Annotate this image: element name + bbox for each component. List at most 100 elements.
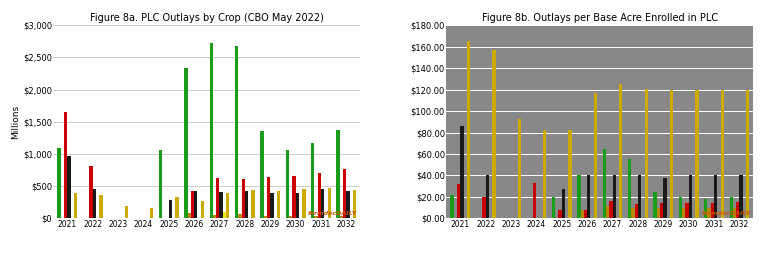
Bar bbox=[613, 176, 616, 218]
Bar bbox=[169, 200, 172, 218]
Bar bbox=[93, 189, 96, 218]
Bar bbox=[619, 84, 622, 218]
Bar bbox=[740, 176, 743, 218]
Bar bbox=[704, 199, 708, 218]
Bar bbox=[482, 197, 486, 218]
Bar bbox=[213, 215, 216, 218]
Bar bbox=[736, 202, 740, 218]
Bar bbox=[302, 189, 305, 218]
Bar bbox=[562, 189, 565, 218]
Bar bbox=[191, 191, 194, 218]
Bar bbox=[711, 203, 714, 218]
Bar bbox=[327, 188, 331, 218]
Bar bbox=[467, 41, 470, 218]
Y-axis label: Millions: Millions bbox=[11, 105, 20, 139]
Bar bbox=[263, 216, 267, 218]
Bar bbox=[682, 208, 686, 218]
Bar bbox=[654, 192, 657, 218]
Bar bbox=[664, 178, 667, 218]
Bar bbox=[533, 183, 537, 218]
Bar bbox=[517, 119, 521, 218]
Bar bbox=[74, 193, 77, 218]
Bar bbox=[285, 150, 289, 218]
Bar bbox=[714, 176, 718, 218]
Bar bbox=[314, 216, 317, 218]
Bar bbox=[657, 208, 660, 218]
Bar bbox=[336, 130, 339, 218]
Bar bbox=[267, 177, 270, 218]
Text: farmdocDAILY: farmdocDAILY bbox=[308, 211, 357, 216]
Bar bbox=[679, 197, 682, 218]
Bar bbox=[645, 88, 648, 218]
Bar bbox=[321, 189, 324, 218]
Bar bbox=[57, 148, 61, 218]
Bar bbox=[238, 214, 241, 218]
Bar bbox=[67, 156, 71, 218]
Bar bbox=[686, 203, 689, 218]
Bar bbox=[194, 191, 197, 218]
Bar bbox=[339, 216, 343, 218]
Bar bbox=[292, 176, 295, 218]
Bar bbox=[543, 130, 546, 218]
Bar bbox=[610, 201, 613, 218]
Title: Figure 8a. PLC Outlays by Crop (CBO May 2022): Figure 8a. PLC Outlays by Crop (CBO May … bbox=[90, 13, 323, 23]
Bar bbox=[708, 208, 711, 218]
Bar bbox=[353, 190, 356, 218]
Bar bbox=[245, 191, 248, 218]
Bar bbox=[638, 176, 642, 218]
Bar bbox=[277, 191, 280, 218]
Bar bbox=[223, 212, 226, 218]
Bar bbox=[346, 191, 350, 218]
Bar bbox=[603, 149, 606, 218]
Bar bbox=[587, 176, 591, 218]
Bar bbox=[150, 208, 153, 218]
Bar bbox=[559, 210, 562, 218]
Bar bbox=[125, 206, 128, 218]
Bar bbox=[628, 159, 632, 218]
Bar bbox=[632, 208, 635, 218]
Bar bbox=[730, 197, 733, 218]
Bar bbox=[689, 176, 692, 218]
Bar bbox=[457, 184, 460, 218]
Bar bbox=[201, 201, 204, 218]
Bar bbox=[486, 176, 489, 218]
Title: Figure 8b. Outlays per Base Acre Enrolled in PLC: Figure 8b. Outlays per Base Acre Enrolle… bbox=[482, 13, 718, 23]
Bar bbox=[184, 68, 187, 218]
Bar bbox=[584, 210, 587, 218]
Bar bbox=[175, 197, 179, 218]
Bar bbox=[209, 43, 213, 218]
Bar bbox=[552, 197, 556, 218]
Bar bbox=[460, 126, 463, 218]
Bar bbox=[492, 50, 495, 218]
Bar bbox=[99, 195, 103, 218]
Bar bbox=[606, 206, 610, 218]
Bar bbox=[317, 173, 321, 218]
Bar bbox=[746, 90, 750, 218]
Bar bbox=[311, 143, 314, 218]
Text: farmdocDAILY: farmdocDAILY bbox=[701, 211, 750, 216]
Bar bbox=[635, 204, 638, 218]
Bar bbox=[64, 112, 67, 218]
Bar bbox=[594, 93, 597, 218]
Bar bbox=[721, 90, 724, 218]
Bar bbox=[568, 130, 572, 218]
Bar bbox=[216, 178, 219, 218]
Bar bbox=[219, 192, 223, 218]
Bar bbox=[295, 193, 299, 218]
Bar bbox=[733, 208, 736, 218]
Bar bbox=[670, 90, 673, 218]
Bar bbox=[187, 213, 191, 218]
Bar bbox=[89, 165, 93, 218]
Bar bbox=[235, 46, 238, 218]
Bar bbox=[578, 176, 581, 218]
Bar bbox=[581, 210, 584, 218]
Bar bbox=[660, 203, 664, 218]
Bar bbox=[159, 150, 162, 218]
Bar bbox=[289, 216, 292, 218]
Bar bbox=[226, 193, 229, 218]
Bar bbox=[343, 169, 346, 218]
Bar bbox=[451, 195, 454, 218]
Bar bbox=[241, 179, 245, 218]
Bar bbox=[260, 132, 263, 218]
Bar bbox=[270, 193, 273, 218]
